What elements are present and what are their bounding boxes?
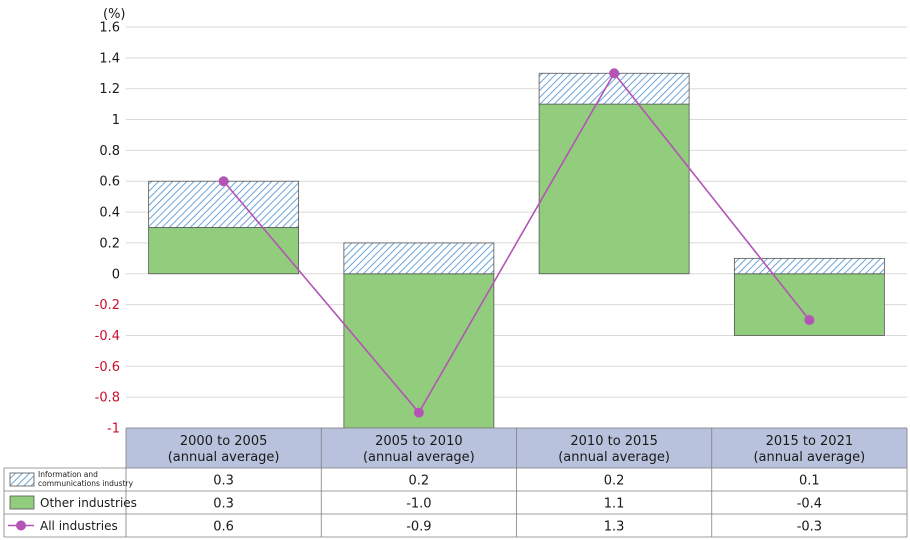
category-label: 2010 to 2015 (570, 434, 657, 449)
legend-marker-all-industries (16, 520, 26, 531)
bar-other-industries (733, 273, 885, 336)
bar-other-industries (148, 227, 300, 275)
legend-label-line: Information and (38, 470, 98, 479)
bar-other-industries (538, 103, 690, 275)
all-industries-line-path (223, 71, 811, 414)
category-label: 2015 to 2021 (766, 434, 853, 449)
table-value: 0.3 (213, 474, 234, 489)
table-value: 0.2 (409, 474, 430, 489)
y-axis-tick-labels: 1.6 1.4 1.2 1 0.8 0.6 0.4 0.2 0 -0.2 -0.4 -0.6 -0.8 -… (95, 21, 120, 437)
table-value: 1.3 (604, 520, 625, 535)
bar-information-communications (148, 180, 300, 228)
y-tick-label: 0 (112, 267, 120, 282)
table-value: 0.3 (213, 497, 234, 512)
category-label: 2005 to 2010 (375, 434, 462, 449)
y-tick-label: 1.4 (99, 51, 120, 66)
legend-label: All industries (40, 519, 118, 533)
y-tick-label: 1 (112, 113, 120, 128)
table-value: 0.1 (799, 474, 820, 489)
legend-swatch-other-industries (9, 495, 35, 510)
all-industries-point (804, 315, 815, 326)
all-industries-point (218, 176, 229, 187)
legend-label-line: communications industry (38, 479, 134, 488)
data-table: 2000 to 2005(annual average)2005 to 2010… (3, 427, 908, 538)
all-industries-point (609, 68, 620, 79)
bar-information-communications (538, 72, 690, 105)
legend-swatch-information-communications (9, 472, 35, 487)
bar-information-communications (343, 242, 495, 275)
y-tick-label: -0.6 (95, 360, 120, 375)
y-tick-label: 1.2 (99, 82, 120, 97)
category-sublabel: (annual average) (363, 450, 475, 465)
category-sublabel: (annual average) (168, 450, 280, 465)
category-sublabel: (annual average) (753, 450, 865, 465)
all-industries-line (218, 68, 815, 418)
bars (148, 72, 885, 429)
y-tick-label: -0.2 (95, 298, 120, 313)
table-value: -0.9 (406, 520, 431, 535)
legend-label: Other industries (40, 496, 137, 510)
table-value: 0.2 (604, 474, 625, 489)
y-tick-label: 0.6 (99, 175, 120, 190)
bar-information-communications (733, 257, 885, 275)
y-tick-label: 0.4 (99, 206, 120, 221)
y-tick-label: -1 (107, 422, 120, 437)
table-value: -0.3 (797, 520, 822, 535)
y-tick-label: 0.2 (99, 236, 120, 251)
y-tick-label: 1.6 (99, 21, 120, 36)
table-value: 1.1 (604, 497, 625, 512)
table-value: -0.4 (797, 497, 822, 512)
category-sublabel: (annual average) (558, 450, 670, 465)
all-industries-point (413, 407, 424, 418)
table-value: -1.0 (406, 497, 431, 512)
y-tick-label: -0.8 (95, 391, 120, 406)
category-label: 2000 to 2005 (180, 434, 267, 449)
bar-other-industries (343, 273, 495, 429)
y-axis-unit-label: (%) (103, 7, 126, 22)
y-tick-label: -0.4 (95, 329, 120, 344)
table-value: 0.6 (213, 520, 234, 535)
y-tick-label: 0.8 (99, 144, 120, 159)
